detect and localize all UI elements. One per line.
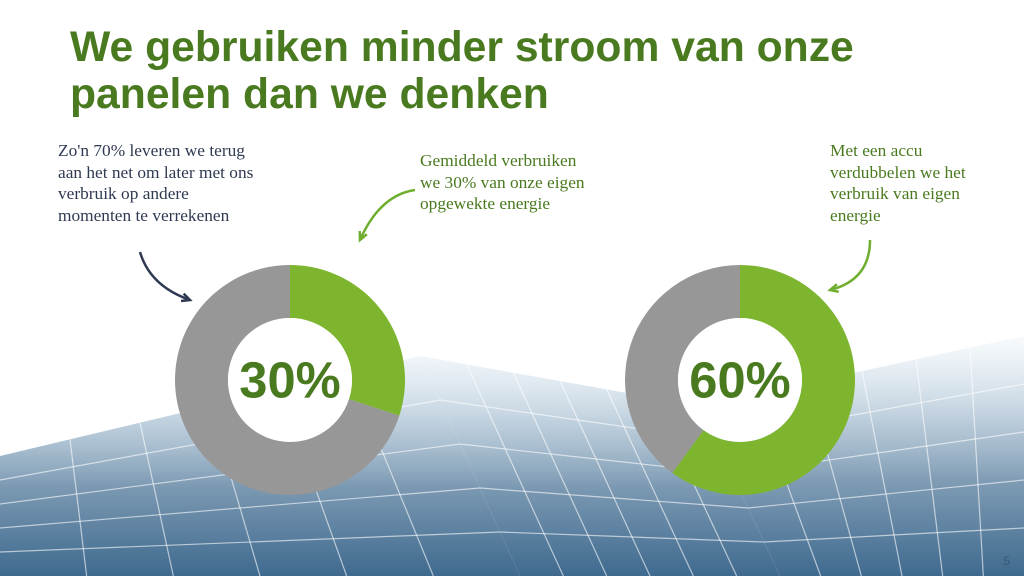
left-donut-label: 30% (239, 351, 340, 410)
annotation-right: Met een accu verdubbelen we het verbruik… (830, 140, 1000, 227)
right-donut: 60% (625, 265, 855, 495)
annotation-left: Zo'n 70% leveren we terug aan het net om… (58, 140, 258, 227)
annotation-middle: Gemiddeld verbruiken we 30% van onze eig… (420, 150, 600, 215)
page-number: 5 (1003, 554, 1010, 568)
slide-root: We gebruiken minder stroom van onze pane… (0, 0, 1024, 576)
right-donut-label: 60% (689, 351, 790, 410)
background-solar-panels (0, 316, 1024, 576)
left-donut: 30% (175, 265, 405, 495)
slide-title: We gebruiken minder stroom van onze pane… (70, 24, 890, 118)
